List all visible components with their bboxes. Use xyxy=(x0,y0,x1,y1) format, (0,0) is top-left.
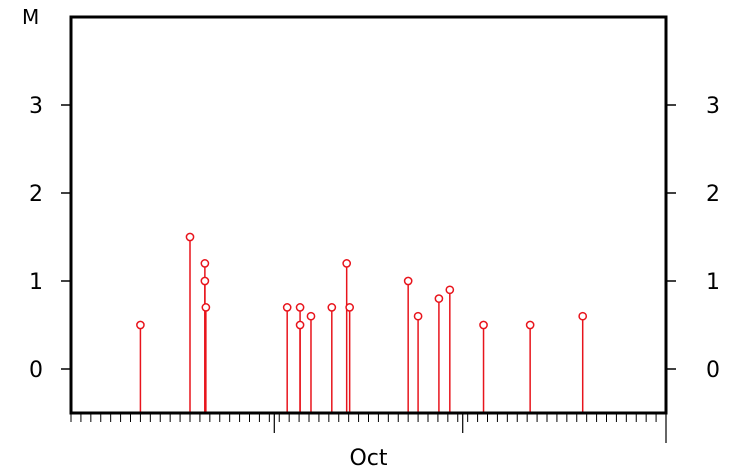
stem-marker xyxy=(201,303,211,312)
x-axis: Oct xyxy=(70,413,667,471)
left-y-axis: 0 1 2 3 xyxy=(29,94,71,383)
left-y-tick-label: 3 xyxy=(29,94,43,119)
stem-marker xyxy=(185,232,195,242)
stem-marker xyxy=(200,259,210,268)
right-y-tick-label: 1 xyxy=(706,270,720,295)
right-y-tick-label: 0 xyxy=(706,358,720,383)
right-y-axis: 0 1 2 3 xyxy=(666,94,720,383)
stem-marker xyxy=(413,311,423,321)
x-tick-label-oct: Oct xyxy=(349,446,387,471)
left-y-tick-label: 1 xyxy=(29,270,43,295)
stem-marker xyxy=(295,303,305,312)
stem-marker xyxy=(295,320,305,330)
left-y-tick-label: 2 xyxy=(29,182,43,207)
stem-marker xyxy=(434,294,444,303)
plot-frame xyxy=(69,15,668,415)
stem-marker xyxy=(200,276,210,286)
stem-marker xyxy=(327,303,337,312)
stem-series xyxy=(136,232,588,413)
stem-marker xyxy=(345,303,355,312)
left-y-tick-label: 0 xyxy=(29,358,43,383)
stem-marker xyxy=(342,259,352,268)
stem-marker xyxy=(136,320,145,330)
stem-marker xyxy=(403,276,413,286)
right-y-tick-label: 2 xyxy=(706,182,720,207)
stem-marker xyxy=(578,311,588,321)
y-axis-label: M xyxy=(22,5,39,29)
stem-marker xyxy=(479,320,488,330)
stem-marker xyxy=(445,285,455,295)
stem-marker xyxy=(525,320,535,330)
stem-marker xyxy=(306,311,316,321)
right-y-tick-label: 3 xyxy=(706,94,720,119)
stem-marker xyxy=(282,303,292,312)
